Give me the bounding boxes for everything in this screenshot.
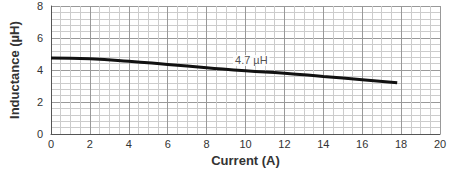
svg-text:14: 14 (317, 138, 329, 150)
svg-text:4: 4 (126, 138, 132, 150)
svg-text:8: 8 (204, 138, 210, 150)
svg-text:6: 6 (165, 138, 171, 150)
svg-text:Inductance (µH): Inductance (µH) (7, 21, 22, 119)
svg-text:0: 0 (48, 138, 54, 150)
svg-text:0: 0 (37, 128, 43, 140)
svg-text:16: 16 (356, 138, 368, 150)
svg-text:20: 20 (434, 138, 446, 150)
svg-text:8: 8 (37, 0, 43, 12)
svg-text:6: 6 (37, 32, 43, 44)
svg-text:18: 18 (395, 138, 407, 150)
svg-text:12: 12 (278, 138, 290, 150)
svg-text:4: 4 (37, 64, 43, 76)
svg-text:Current (A): Current (A) (211, 153, 280, 168)
svg-text:2: 2 (37, 96, 43, 108)
svg-text:10: 10 (239, 138, 251, 150)
svg-text:4.7 µH: 4.7 µH (235, 54, 268, 66)
svg-text:2: 2 (87, 138, 93, 150)
